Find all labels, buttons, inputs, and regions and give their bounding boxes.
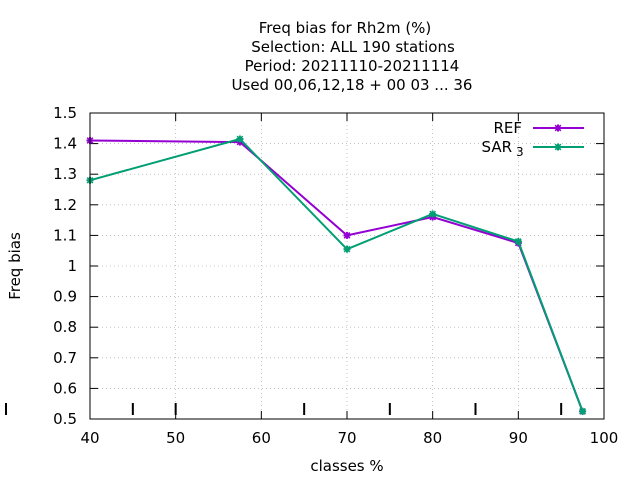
marker-d2 <box>554 124 562 132</box>
y-tick-label: 0.8 <box>53 318 77 336</box>
y-tick-label: 0.9 <box>53 288 77 306</box>
series-line <box>89 139 584 412</box>
y-tick-label: 1.5 <box>53 104 77 122</box>
y-axis-label: Freq bias <box>6 232 24 300</box>
title-line-1: Freq bias for Rh2m (%) <box>259 19 432 37</box>
x-tick-label: 70 <box>337 429 356 447</box>
data-point <box>429 210 437 218</box>
data-point <box>343 231 351 239</box>
y-tick-label: 1 <box>67 257 77 275</box>
title-line-4: Used 00,06,12,18 + 00 03 ... 36 <box>232 76 473 94</box>
legend-label: SAR <box>482 138 512 156</box>
legend-item-sar: SAR 3 <box>482 138 584 159</box>
legend-subscript: 3 <box>516 145 524 159</box>
series-lines <box>86 135 587 415</box>
legend-marker <box>554 124 562 132</box>
y-tick-label: 1.1 <box>53 226 77 244</box>
y-tick-label: 1.3 <box>53 165 77 183</box>
series-line <box>89 137 584 412</box>
chart-title: Freq bias for Rh2m (%) Selection: ALL 19… <box>232 19 473 94</box>
legend-marker <box>554 143 562 151</box>
x-tick-label: 90 <box>509 429 528 447</box>
data-point <box>236 135 244 143</box>
legend-item-ref: REF <box>493 119 584 137</box>
title-line-2: Selection: ALL 190 stations <box>251 38 455 56</box>
marker-d2 <box>343 245 351 253</box>
data-point <box>514 238 522 246</box>
series-ref <box>86 137 587 415</box>
x-axis-label: classes % <box>310 457 383 475</box>
y-tick-label: 0.7 <box>53 349 77 367</box>
data-point <box>343 245 351 253</box>
x-tick-label: 80 <box>423 429 442 447</box>
plot-frame <box>89 112 605 420</box>
marker-d2 <box>343 232 351 239</box>
marker-d2 <box>236 135 244 143</box>
data-point <box>579 407 587 415</box>
y-tick-label: 0.6 <box>53 379 77 397</box>
extra-tick-marks <box>5 403 563 415</box>
x-tick-label: 60 <box>252 429 271 447</box>
marker-d2 <box>514 238 522 245</box>
x-axis: 40 50 60 70 80 90 100 <box>80 113 618 447</box>
y-tick-label: 1.4 <box>53 135 77 153</box>
y-tick-label: 1.2 <box>53 196 77 214</box>
marker-d2 <box>579 407 586 415</box>
x-tick-label: 50 <box>166 429 185 447</box>
series-sar <box>86 135 587 415</box>
legend-label: REF <box>493 119 522 137</box>
y-tick-label: 0.5 <box>53 410 77 428</box>
title-line-3: Period: 20211110-20211114 <box>245 57 460 75</box>
y-axis: 0.5 0.6 0.7 0.8 0.9 1 1.1 1.2 1.3 1.4 1.5 <box>53 104 604 428</box>
marker-d2 <box>429 210 437 218</box>
x-tick-label: 40 <box>80 429 99 447</box>
marker-d2 <box>554 143 562 151</box>
grid <box>90 113 604 419</box>
x-tick-label: 100 <box>590 429 619 447</box>
